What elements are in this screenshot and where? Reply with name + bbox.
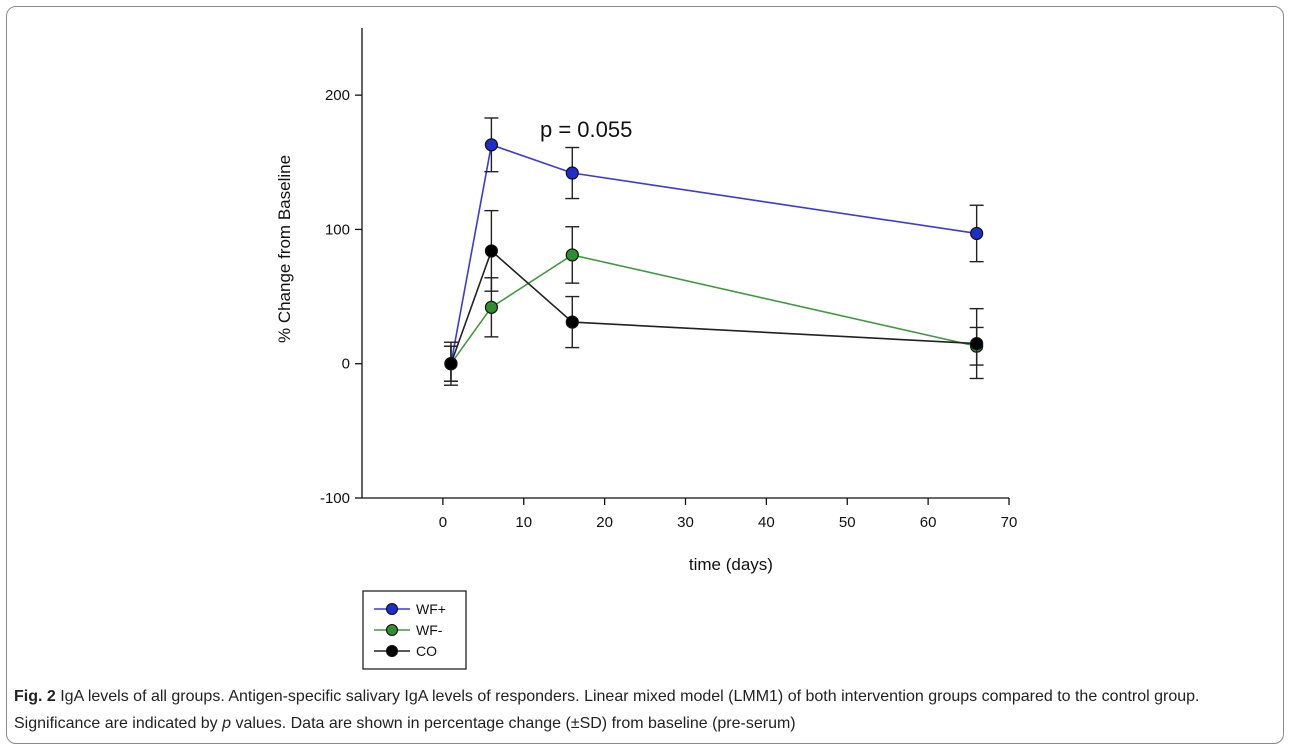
x-tick-label: 20 bbox=[596, 514, 613, 531]
axes: -100 0 100 200 0 10 20 30 40 50 60 70 time (days) % C… bbox=[275, 28, 1017, 574]
series-WF+ bbox=[443, 117, 984, 382]
data-point bbox=[444, 357, 458, 371]
data-point bbox=[970, 226, 984, 241]
data-point bbox=[565, 166, 579, 180]
x-tick-label: 40 bbox=[758, 514, 775, 531]
y-tick-label: 200 bbox=[325, 87, 350, 104]
x-tick-label: 50 bbox=[839, 514, 856, 531]
y-tick-label: 0 bbox=[342, 356, 350, 373]
data-point bbox=[484, 244, 498, 258]
legend-label: WF+ bbox=[416, 601, 446, 617]
data-point bbox=[484, 138, 498, 152]
y-tick-label: 100 bbox=[325, 221, 350, 238]
series-line bbox=[450, 143, 977, 364]
legend-label: WF- bbox=[416, 622, 443, 638]
caption-text: IgA levels of all groups. Antigen-specif… bbox=[14, 688, 1200, 732]
caption-italic: p bbox=[222, 715, 232, 732]
series-line bbox=[450, 249, 977, 364]
y-tick-label: -100 bbox=[320, 490, 350, 507]
data-point bbox=[484, 300, 498, 314]
series-WF- bbox=[443, 226, 984, 382]
caption-label: Fig. 2 bbox=[14, 688, 56, 705]
series-CO bbox=[443, 209, 984, 386]
caption-text-end: values. Data are shown in percentage cha… bbox=[231, 715, 796, 732]
x-tick-label: 70 bbox=[1001, 514, 1018, 531]
y-axis-label: % Change from Baseline bbox=[275, 155, 294, 343]
figure-frame bbox=[6, 6, 1284, 744]
annotations: p = 0.055 bbox=[540, 117, 632, 142]
legend-marker bbox=[385, 644, 399, 658]
series-line bbox=[450, 254, 977, 365]
legend-marker bbox=[385, 602, 399, 616]
legend-marker bbox=[385, 623, 399, 637]
x-tick-label: 0 bbox=[439, 514, 447, 531]
legend: WF+ WF- CO bbox=[362, 590, 467, 670]
x-tick-label: 10 bbox=[515, 514, 532, 531]
data-point bbox=[565, 248, 579, 262]
data-point bbox=[970, 336, 984, 351]
x-axis-label: time (days) bbox=[689, 555, 773, 574]
figure-caption: Fig. 2 IgA levels of all groups. Antigen… bbox=[14, 683, 1276, 737]
p-value-annotation: p = 0.055 bbox=[540, 117, 632, 142]
series-layer bbox=[443, 117, 984, 386]
legend-label: CO bbox=[416, 643, 437, 659]
data-point bbox=[565, 315, 579, 329]
x-tick-label: 30 bbox=[677, 514, 694, 531]
x-tick-label: 60 bbox=[920, 514, 937, 531]
